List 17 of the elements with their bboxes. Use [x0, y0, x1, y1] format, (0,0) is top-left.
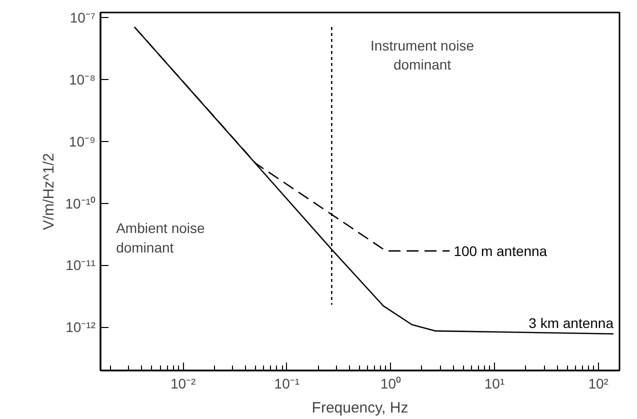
x-tick-label: 10⁰: [380, 376, 402, 392]
series-label: 100 m antenna: [454, 242, 548, 259]
x-tick-label: 10²: [588, 376, 609, 392]
annotation: Ambient noise dominant: [116, 220, 205, 256]
y-axis-title: V/m/Hz^1/2: [40, 152, 58, 230]
x-tick-label: 10⁻¹: [274, 376, 300, 392]
x-tick-label: 10⁻²: [170, 376, 196, 392]
y-tick-label: 10⁻⁷: [70, 9, 96, 26]
y-tick-label: 10⁻⁹: [68, 133, 96, 150]
y-tick-label: 10⁻⁸: [69, 71, 96, 88]
x-tick-label: 10¹: [484, 376, 505, 392]
series-label: 3 km antenna: [528, 314, 614, 331]
annotation: Instrument noise dominant: [370, 38, 474, 73]
y-tick-label: 10⁻¹¹: [66, 257, 96, 274]
y-tick-label: 10⁻¹⁰: [65, 195, 96, 212]
x-axis-title: Frequency, Hz: [312, 400, 408, 416]
y-tick-label: 10⁻¹²: [66, 319, 96, 336]
